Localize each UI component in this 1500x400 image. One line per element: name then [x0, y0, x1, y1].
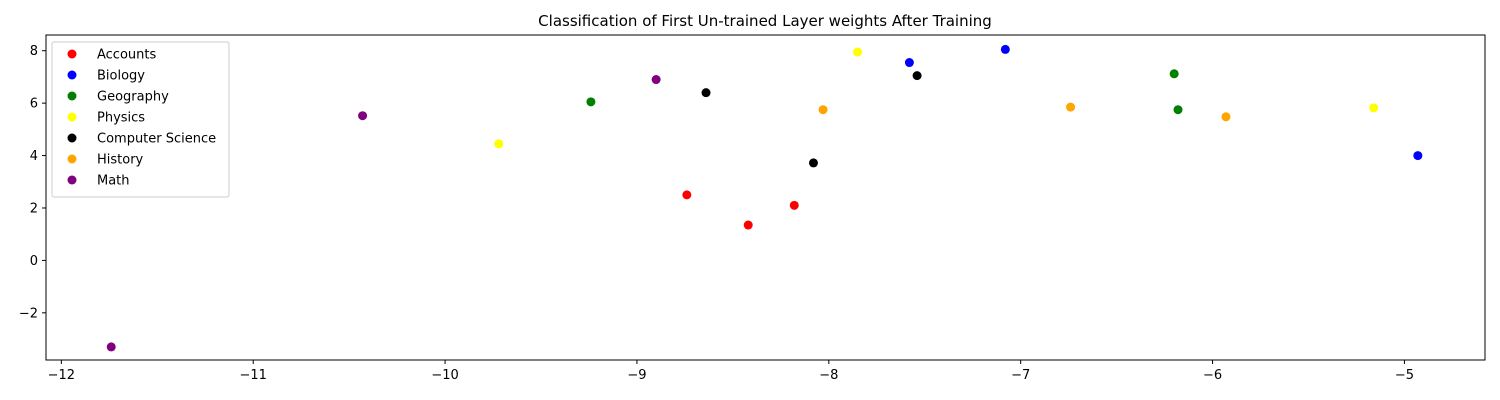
- plot-frame: [45, 34, 1486, 361]
- point-math: [651, 75, 661, 85]
- legend-marker: [67, 112, 77, 122]
- legend-box: [51, 41, 230, 198]
- legend-marker: [67, 91, 77, 101]
- legend: Accounts Biology Geography Physics Computer …: [51, 41, 230, 198]
- point-biology: [1413, 151, 1423, 161]
- point-computer-science: [701, 88, 711, 98]
- x-axis: −12 −11 −10 −9 −8 −7 −6 −5: [48, 360, 1414, 383]
- legend-marker: [67, 49, 77, 59]
- point-accounts: [743, 220, 753, 230]
- x-tick-label: −7: [1011, 368, 1030, 383]
- legend-label: Accounts: [97, 48, 156, 63]
- point-computer-science: [808, 158, 818, 168]
- legend-label: History: [97, 153, 144, 168]
- point-geography: [586, 97, 596, 107]
- x-tick-label: −9: [627, 368, 646, 383]
- point-math: [106, 342, 116, 352]
- point-math: [358, 111, 368, 121]
- x-tick-label: −6: [1203, 368, 1222, 383]
- legend-label: Math: [97, 174, 130, 189]
- data-points: [106, 44, 1423, 352]
- legend-marker: [67, 70, 77, 80]
- x-tick-label: −11: [239, 368, 266, 383]
- y-tick-label: 6: [30, 97, 38, 112]
- point-history: [818, 105, 828, 115]
- y-tick-label: 2: [30, 201, 38, 216]
- point-biology: [904, 58, 914, 68]
- chart-title: Classification of First Un-trained Layer…: [538, 12, 992, 30]
- point-geography: [1173, 105, 1183, 115]
- point-history: [1066, 102, 1076, 112]
- legend-marker: [67, 175, 77, 185]
- y-tick-label: −2: [19, 306, 38, 321]
- legend-label: Computer Science: [97, 132, 216, 147]
- point-history: [1221, 112, 1231, 122]
- y-axis: −2 0 2 4 6 8: [19, 44, 46, 321]
- y-tick-label: 4: [30, 149, 38, 164]
- legend-marker: [67, 133, 77, 143]
- x-tick-label: −12: [48, 368, 75, 383]
- legend-label: Geography: [97, 90, 169, 105]
- point-physics: [494, 139, 504, 149]
- point-biology: [1000, 44, 1010, 54]
- x-tick-label: −5: [1395, 368, 1414, 383]
- point-physics: [853, 47, 863, 57]
- y-tick-label: 0: [30, 254, 38, 269]
- y-tick-label: 8: [30, 44, 38, 59]
- point-accounts: [789, 200, 799, 210]
- legend-marker: [67, 154, 77, 164]
- legend-label: Biology: [97, 69, 145, 84]
- point-physics: [1369, 103, 1379, 113]
- x-tick-label: −10: [431, 368, 458, 383]
- point-accounts: [682, 190, 692, 200]
- legend-label: Physics: [97, 111, 145, 126]
- point-geography: [1169, 69, 1179, 79]
- point-computer-science: [912, 71, 922, 81]
- x-tick-label: −8: [819, 368, 838, 383]
